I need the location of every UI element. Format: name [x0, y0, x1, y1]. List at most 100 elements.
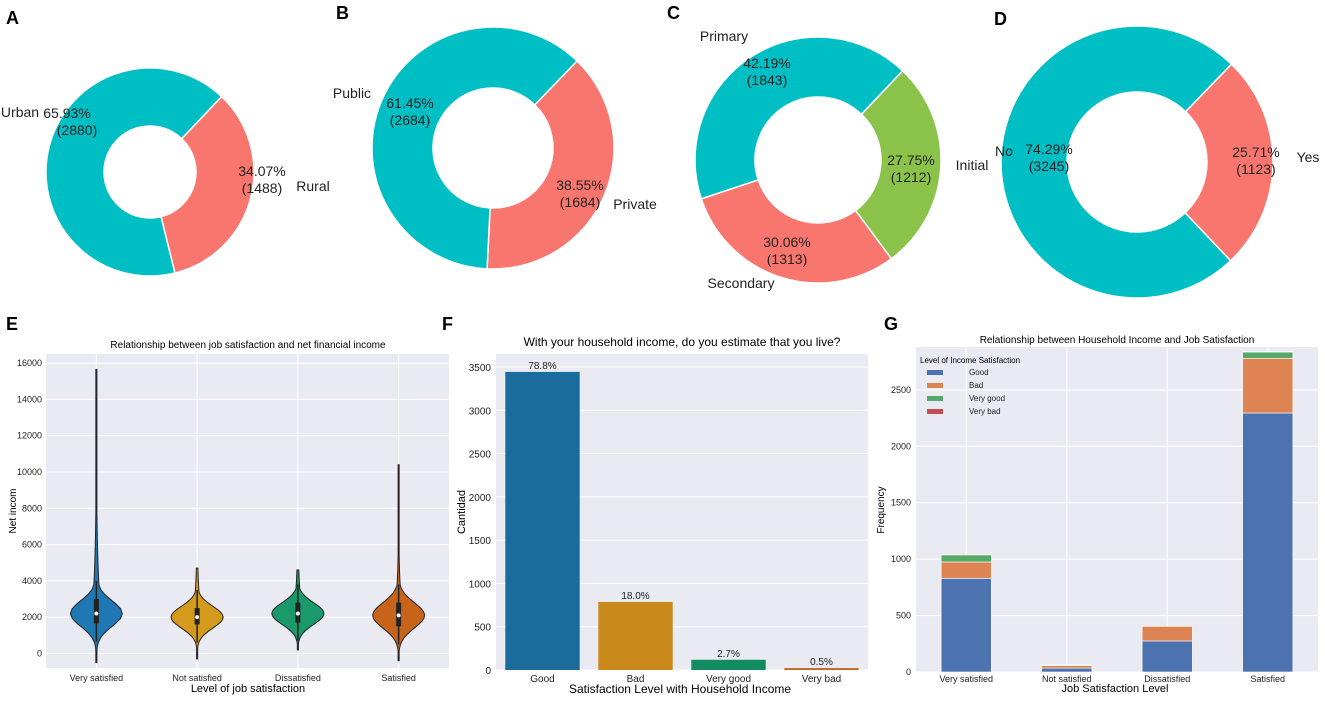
y-tick-label: 0 [906, 667, 911, 677]
slice-count-label: (2684) [390, 112, 430, 128]
violin-median [397, 613, 401, 617]
x-tick-label: Very satisfied [70, 673, 124, 683]
slice-count-label: (1843) [747, 72, 787, 88]
y-axis-label: Net incom [8, 488, 19, 533]
y-tick-label: 10000 [17, 467, 42, 477]
legend-swatch [927, 396, 943, 401]
slice-category-label: Public [333, 85, 371, 101]
y-tick-label: 4000 [22, 576, 42, 586]
bar [505, 372, 579, 670]
x-tick-label: Satisfied [1250, 674, 1285, 684]
legend-label: Very good [969, 394, 1005, 403]
panel-letter-a: A [6, 8, 19, 28]
y-tick-label: 3500 [469, 363, 492, 374]
y-tick-label: 8000 [22, 503, 42, 513]
slice-percent-label: 65.93% [43, 105, 90, 121]
slice-percent-label: 38.55% [556, 177, 603, 193]
donut-chart-c: Primary42.19%(1843)Initial27.75%(1212)Se… [695, 28, 988, 291]
y-tick-label: 1000 [469, 579, 492, 590]
slice-count-label: (1684) [560, 194, 600, 210]
stacked-bar-segment [941, 555, 991, 562]
slice-count-label: (1123) [1236, 161, 1275, 177]
donut-slice [701, 180, 891, 283]
bar [598, 602, 672, 670]
slice-category-label: Primary [700, 28, 748, 44]
chart-title: With your household income, do you estim… [524, 335, 841, 349]
violin-chart-e: Relationship between job satisfaction an… [8, 340, 449, 695]
y-tick-label: 500 [896, 611, 911, 621]
y-tick-label: 2500 [891, 385, 911, 395]
panel-letter-c: C [667, 3, 680, 23]
slice-percent-label: 74.29% [1025, 141, 1072, 157]
x-tick-label: Dissatisfied [1144, 674, 1190, 684]
legend-label: Very bad [969, 407, 1001, 416]
stacked-bar-segment [1142, 626, 1192, 641]
slice-percent-label: 25.71% [1232, 144, 1279, 160]
panel-letter-f: F [442, 314, 453, 334]
y-tick-label: 2500 [469, 450, 492, 461]
x-tick-label: Not satisfied [1042, 674, 1092, 684]
y-tick-label: 12000 [17, 431, 42, 441]
x-axis-label: Level of job satisfaction [191, 683, 305, 695]
y-tick-label: 1000 [891, 554, 911, 564]
y-axis-label: Cantidad [456, 490, 468, 534]
slice-percent-label: 42.19% [743, 55, 790, 71]
slice-percent-label: 34.07% [238, 163, 285, 179]
x-tick-label: Very satisfied [939, 674, 993, 684]
panel-letter-b: B [336, 3, 349, 23]
slice-count-label: (1313) [767, 251, 807, 267]
y-tick-label: 16000 [17, 358, 42, 368]
violin-box [94, 599, 99, 624]
x-axis-label: Job Satisfaction Level [1061, 683, 1168, 695]
y-tick-label: 3000 [469, 406, 492, 417]
panel-letter-e: E [6, 314, 18, 334]
x-tick-label: Bad [627, 674, 645, 685]
panel-letter-d: D [994, 9, 1007, 29]
y-tick-label: 500 [474, 623, 491, 634]
x-tick-label: Not satisfied [172, 673, 222, 683]
slice-count-label: (1488) [242, 180, 282, 196]
legend-label: Bad [969, 381, 983, 390]
slice-percent-label: 30.06% [763, 234, 810, 250]
slice-category-label: Rural [296, 178, 329, 194]
y-tick-label: 0 [485, 666, 491, 677]
legend-swatch [927, 409, 943, 414]
bar-value-label: 2.7% [717, 649, 740, 660]
x-tick-label: Dissatisfied [275, 673, 321, 683]
legend-swatch [927, 370, 943, 375]
y-tick-label: 1500 [891, 498, 911, 508]
y-tick-label: 2000 [891, 441, 911, 451]
chart-title: Relationship between job satisfaction an… [110, 340, 386, 351]
y-tick-label: 6000 [22, 540, 42, 550]
slice-category-label: Urban [1, 104, 39, 120]
bar-value-label: 0.5% [810, 657, 833, 668]
x-tick-label: Good [530, 674, 554, 685]
y-axis-label: Frequency [876, 486, 887, 533]
slice-category-label: Secondary [708, 275, 775, 291]
x-tick-label: Very bad [802, 674, 841, 685]
stacked-bar-segment [1243, 413, 1293, 672]
stacked-bar-segment [941, 578, 991, 672]
donut-slice [487, 61, 614, 269]
bar [784, 668, 858, 670]
stacked-bar-segment [1243, 352, 1293, 358]
stacked-bar-segment [1243, 352, 1293, 353]
stacked-bar-chart-g: Relationship between Household Income an… [876, 335, 1318, 695]
legend-title: Level of Income Satisfaction [920, 356, 1020, 365]
slice-category-label: No [995, 143, 1013, 159]
violin-median [195, 615, 199, 619]
stacked-bar-segment [941, 562, 991, 578]
slice-count-label: (2880) [57, 122, 97, 138]
x-tick-label: Very good [706, 674, 751, 685]
slice-category-label: Private [613, 196, 657, 212]
stacked-bar-segment [1243, 358, 1293, 413]
chart-title: Relationship between Household Income an… [980, 335, 1255, 346]
y-tick-label: 0 [37, 648, 42, 658]
slice-count-label: (1212) [891, 169, 931, 185]
bar-chart-f: With your household income, do you estim… [456, 335, 868, 696]
slice-category-label: Yes [1297, 149, 1320, 165]
